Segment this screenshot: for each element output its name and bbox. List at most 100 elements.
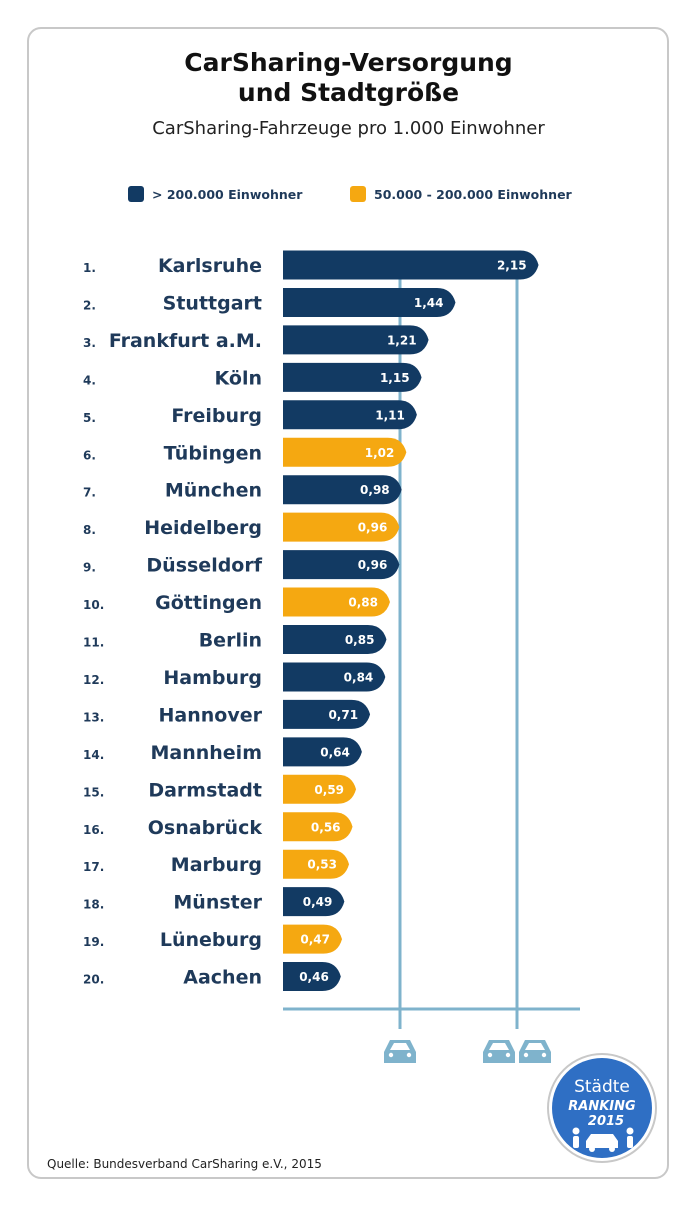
value-label-18: 0,49: [303, 895, 333, 909]
rank-label-15: 15.: [83, 785, 104, 799]
rank-label-10: 10.: [83, 598, 104, 612]
rank-label-9: 9.: [83, 561, 96, 575]
bar-13: [283, 699, 371, 729]
bar-16: [283, 812, 353, 842]
bar-2: [283, 287, 456, 317]
category-label-8: Heidelberg: [144, 517, 262, 539]
category-label-13: Hannover: [159, 704, 263, 726]
bar-4: [283, 362, 422, 392]
staedte-ranking-badge: Städte RANKING 2015: [547, 1053, 657, 1163]
rank-label-5: 5.: [83, 411, 96, 425]
value-label-9: 0,96: [358, 558, 388, 572]
chart-title: CarSharing-Versorgung und Stadtgröße: [0, 48, 697, 108]
category-label-11: Berlin: [199, 630, 262, 652]
category-label-9: Düsseldorf: [146, 555, 262, 577]
value-label-4: 1,15: [380, 371, 410, 385]
value-label-7: 0,98: [360, 483, 390, 497]
value-label-16: 0,56: [311, 820, 341, 834]
value-label-12: 0,84: [344, 670, 374, 684]
value-label-15: 0,59: [314, 783, 344, 797]
value-label-20: 0,46: [299, 970, 329, 984]
rank-label-20: 20.: [83, 973, 104, 987]
badge-line-2: RANKING: [568, 1099, 636, 1114]
value-label-14: 0,64: [320, 745, 350, 759]
bar-9: [283, 550, 400, 580]
category-label-1: Karlsruhe: [158, 255, 262, 277]
title-line-1: CarSharing-Versorgung: [184, 48, 513, 77]
bar-8: [283, 512, 400, 542]
category-label-18: Münster: [173, 892, 262, 914]
badge-line-1: Städte: [574, 1077, 630, 1097]
legend-label-small: 50.000 - 200.000 Einwohner: [374, 186, 572, 202]
value-label-8: 0,96: [358, 521, 388, 535]
category-label-5: Freiburg: [171, 405, 262, 427]
value-label-2: 1,44: [414, 296, 444, 310]
value-label-6: 1,02: [365, 446, 395, 460]
bar-15: [283, 774, 357, 804]
category-label-6: Tübingen: [164, 442, 262, 464]
bar-19: [283, 924, 342, 954]
car-icon: [519, 1040, 551, 1063]
car-icon: [483, 1040, 515, 1063]
badge-line-3: 2015: [588, 1114, 624, 1129]
category-label-20: Aachen: [183, 967, 262, 989]
title-line-2: und Stadtgröße: [237, 78, 460, 107]
legend-swatch-large: [128, 186, 144, 202]
category-label-15: Darmstadt: [148, 779, 262, 801]
value-label-5: 1,11: [375, 408, 405, 422]
rank-label-18: 18.: [83, 898, 104, 912]
value-label-10: 0,88: [348, 596, 378, 610]
category-label-19: Lüneburg: [160, 929, 262, 951]
bar-12: [283, 662, 386, 692]
category-label-17: Marburg: [171, 854, 262, 876]
value-label-19: 0,47: [300, 933, 330, 947]
category-label-10: Göttingen: [155, 592, 262, 614]
car-icon: [384, 1040, 416, 1063]
legend-item-small: 50.000 - 200.000 Einwohner: [350, 184, 572, 204]
rank-label-12: 12.: [83, 673, 104, 687]
badge-people-car-icon: [572, 1127, 634, 1152]
category-label-16: Osnabrück: [148, 817, 263, 839]
bar-7: [283, 475, 402, 505]
category-label-12: Hamburg: [163, 667, 262, 689]
legend-label-large: > 200.000 Einwohner: [152, 186, 303, 202]
bar-18: [283, 887, 345, 917]
category-label-4: Köln: [215, 367, 262, 389]
rank-label-13: 13.: [83, 710, 104, 724]
bar-17: [283, 849, 350, 879]
bar-6: [283, 437, 407, 467]
rank-label-4: 4.: [83, 373, 96, 387]
bar-1: [283, 250, 539, 280]
bar-3: [283, 325, 429, 355]
rank-label-3: 3.: [83, 336, 96, 350]
legend-swatch-small: [350, 186, 366, 202]
bar-11: [283, 625, 387, 654]
source-note: Quelle: Bundesverband CarSharing e.V., 2…: [47, 1157, 322, 1171]
rank-label-8: 8.: [83, 523, 96, 537]
bar-10: [283, 587, 390, 617]
rank-label-14: 14.: [83, 748, 104, 762]
rank-label-19: 19.: [83, 935, 104, 949]
rank-label-11: 11.: [83, 636, 104, 650]
bar-20: [283, 962, 341, 992]
rank-label-7: 7.: [83, 486, 96, 500]
value-label-17: 0,53: [307, 858, 337, 872]
value-label-11: 0,85: [345, 633, 375, 647]
chart-subtitle: CarSharing-Fahrzeuge pro 1.000 Einwohner: [152, 118, 545, 139]
rank-label-17: 17.: [83, 860, 104, 874]
value-label-3: 1,21: [387, 333, 417, 347]
value-label-1: 2,15: [497, 259, 527, 273]
rank-label-2: 2.: [83, 298, 96, 312]
bar-14: [283, 737, 362, 767]
rank-label-6: 6.: [83, 448, 96, 462]
category-label-7: München: [165, 480, 262, 502]
rank-label-1: 1.: [83, 261, 96, 275]
bar-5: [283, 400, 417, 430]
legend-item-large: > 200.000 Einwohner: [128, 184, 302, 204]
category-label-3: Frankfurt a.M.: [109, 330, 262, 352]
rank-label-16: 16.: [83, 823, 104, 837]
category-label-2: Stuttgart: [163, 292, 262, 314]
category-label-14: Mannheim: [150, 742, 262, 764]
value-label-13: 0,71: [328, 708, 358, 722]
